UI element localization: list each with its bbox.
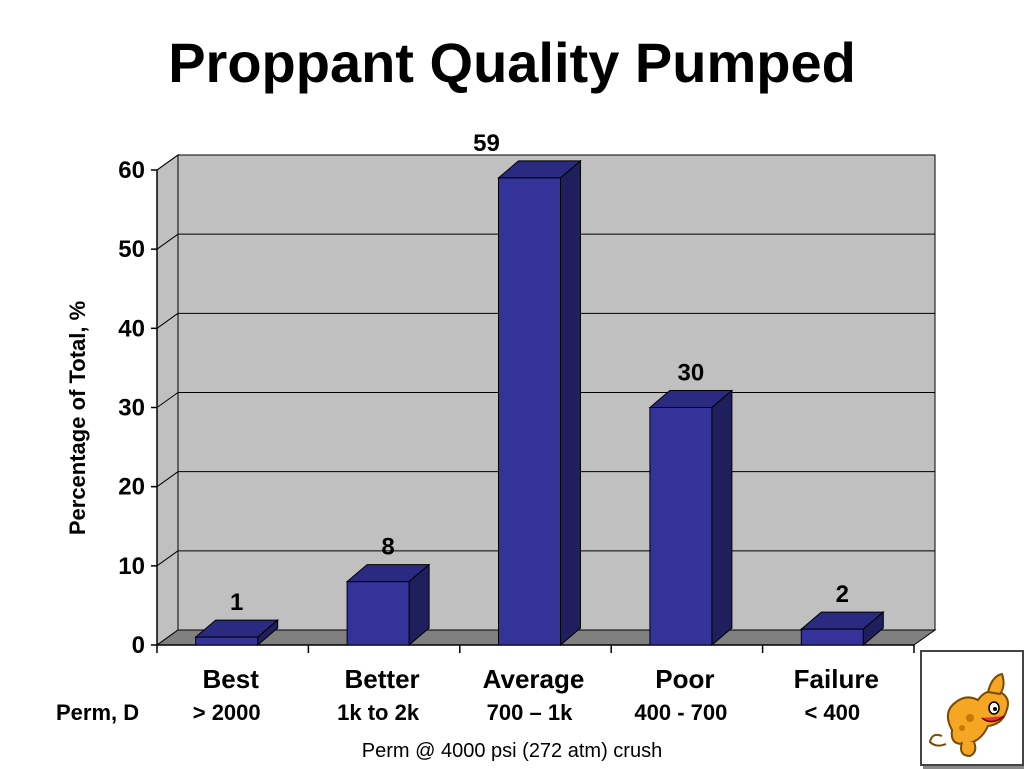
y-tick-label: 20 [118,474,145,501]
gridline [156,233,179,250]
data-label: 59 [473,130,500,157]
gridline [156,550,179,567]
category-label: Failure [793,664,879,694]
category-label: Average [482,664,585,694]
gridline [156,471,179,488]
category-label: Poor [655,664,715,694]
data-label: 30 [678,360,705,387]
perm-range-label: 700 – 1k [486,700,573,725]
cartoon-dog-icon [920,650,1024,766]
y-tick-label: 30 [118,395,145,422]
bar-front [800,628,864,646]
perm-range-label: 1k to 2k [337,700,420,725]
y-tick-label: 0 [132,632,145,659]
perm-range-label: > 2000 [192,700,261,725]
bar-side [560,159,581,647]
slide-title: Proppant Quality Pumped [168,31,856,94]
footnote: Perm @ 4000 psi (272 atm) crush [361,740,663,762]
data-labels: 1 8 59 30 2 [230,130,849,616]
y-tick-labels: 0 10 20 30 40 50 60 [118,157,145,659]
perm-range-label: < 400 [804,700,861,725]
category-label: Best [202,664,259,694]
y-axis-label: Percentage of Total, % [65,300,90,536]
gridline [156,154,179,171]
data-label: 1 [230,589,243,616]
data-label: 8 [381,534,394,561]
y-tick-label: 40 [118,315,145,342]
gridline [156,392,179,408]
gridline [156,312,179,329]
bar [497,159,582,647]
bar-front [498,177,561,646]
bar [799,611,885,647]
y-tick-label: 60 [118,157,145,184]
category-label: Better [344,664,420,694]
bar [345,563,431,647]
perm-range-label: 400 - 700 [634,700,728,725]
y-tick-label: 10 [118,553,145,580]
bar-front [649,407,713,646]
bar-side [711,389,733,647]
data-label: 2 [836,581,849,608]
bars [194,159,885,647]
bar [648,389,734,647]
perm-label: Perm, D [56,700,140,725]
bar [194,619,280,647]
bar-front [195,636,259,646]
bar-front [346,581,410,646]
y-tick-label: 50 [118,236,145,263]
